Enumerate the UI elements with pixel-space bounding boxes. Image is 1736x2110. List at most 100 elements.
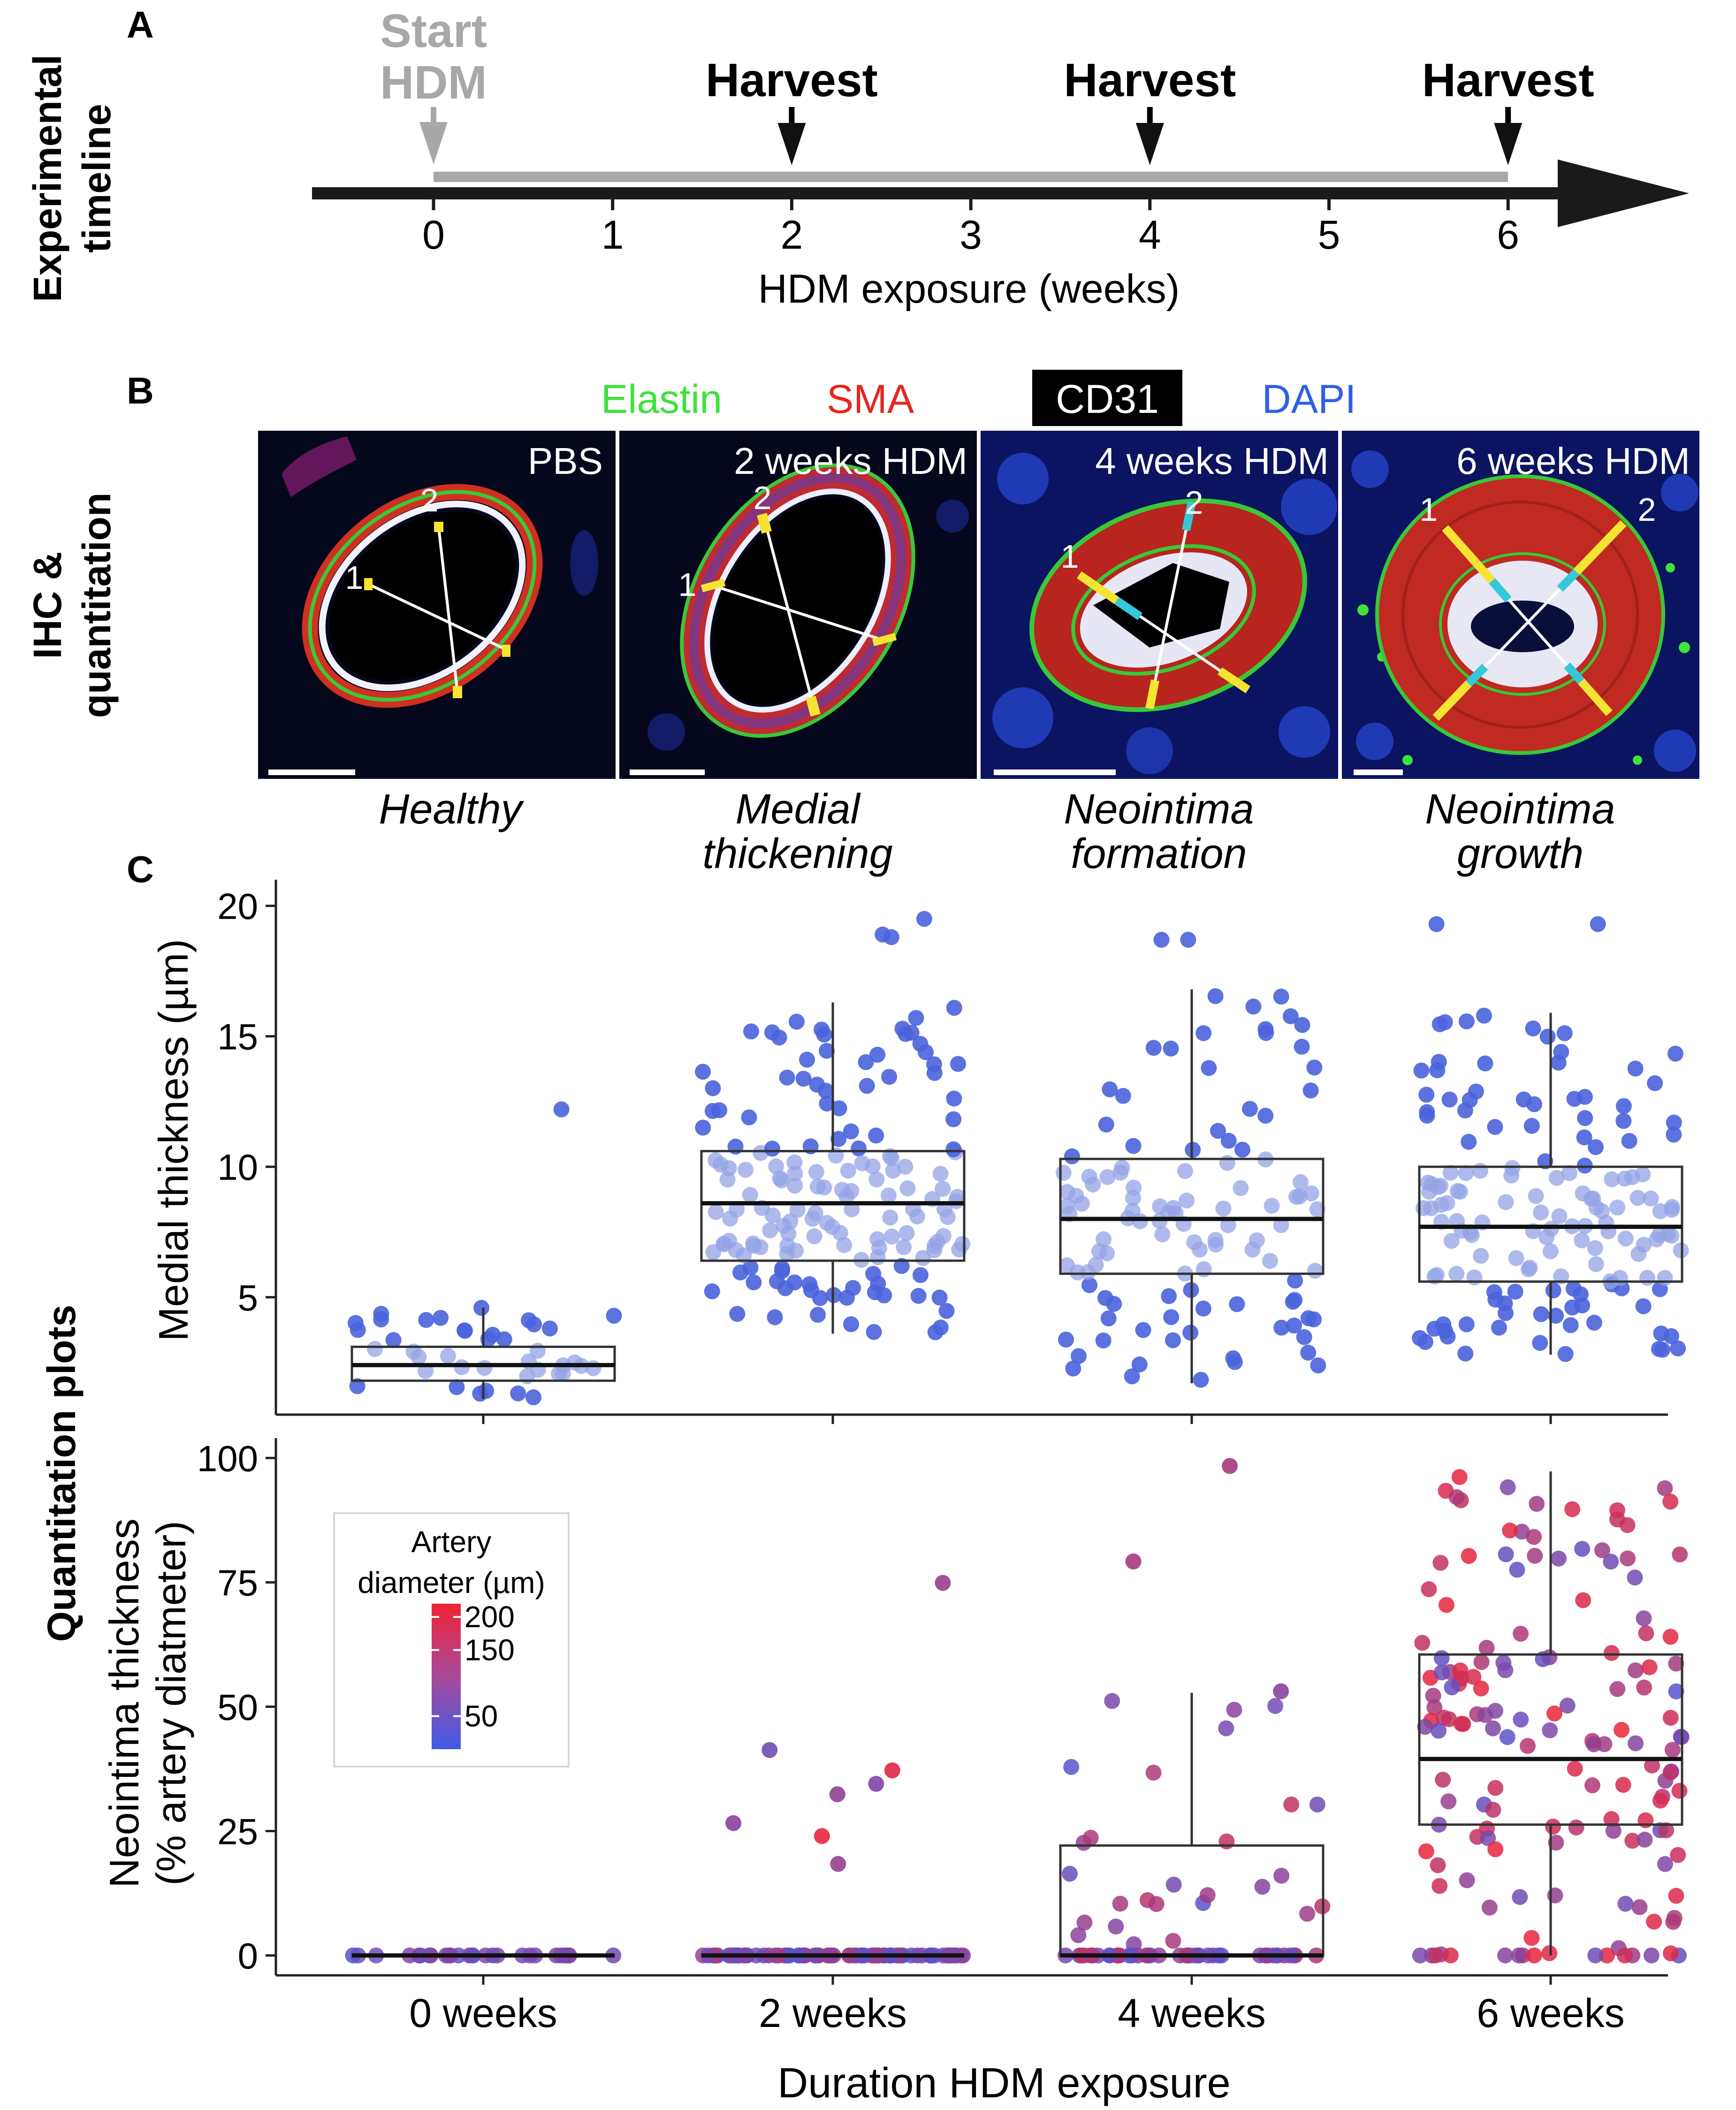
data-point (1654, 1341, 1671, 1358)
data-point (1670, 1340, 1686, 1356)
data-point (912, 1267, 929, 1283)
neointima-thickness-plot: 0 25 50 75 100 0 weeks 2 weeks 4 weeks 6 weeks (197, 1438, 1690, 2036)
timeline-harvest-label: Harvest (1064, 54, 1236, 107)
row-label-ihc-line1: IHC & (25, 552, 69, 659)
plot2-ylabel-line1: Neointima thickness (101, 1518, 147, 1888)
data-point (1096, 1231, 1112, 1248)
data-point (786, 1154, 803, 1171)
data-point (799, 1051, 815, 1068)
data-point (1550, 1550, 1567, 1567)
data-point (1529, 1496, 1545, 1512)
box-0-weeks (350, 1308, 616, 1399)
data-point (1218, 1720, 1234, 1737)
data-point (606, 1308, 622, 1324)
y-tick-label: 15 (217, 1016, 258, 1058)
data-point (1587, 1947, 1604, 1964)
row-label-timeline-line2: timeline (75, 104, 119, 252)
data-point (927, 1324, 944, 1341)
data-point (1449, 1183, 1466, 1199)
data-point (704, 1283, 720, 1300)
data-point (810, 1307, 826, 1323)
data-point (1502, 1522, 1518, 1539)
data-point (762, 1222, 778, 1239)
data-point (1435, 1709, 1452, 1726)
data-point (1299, 1905, 1316, 1922)
data-point (746, 1274, 762, 1291)
data-point (1063, 1759, 1080, 1775)
timeline-start-line2: HDM (380, 56, 487, 109)
data-point (858, 1054, 874, 1070)
data-point (1132, 1213, 1148, 1229)
micrograph-row: PBS 1 2 2 weeks HDM 1 2 (258, 431, 1699, 779)
data-point (1671, 1782, 1688, 1799)
box-6-weeks (1418, 1013, 1683, 1355)
data-point (1300, 1344, 1317, 1361)
micrograph-label-6weeks: 6 weeks HDM (1456, 440, 1690, 482)
medial-thickness-plot: 5 10 15 20 (217, 880, 1689, 1424)
data-point (1193, 1371, 1209, 1388)
row-label-timeline-line1: Experimental (25, 54, 69, 302)
data-point (1282, 1008, 1299, 1024)
outlier-point (1222, 1458, 1238, 1474)
data-point (945, 1111, 962, 1127)
data-point (1662, 1764, 1679, 1781)
data-point (695, 1064, 711, 1080)
caption-6weeks-line1: Neointima (1425, 786, 1615, 833)
data-point (909, 1208, 925, 1225)
data-point (385, 1332, 402, 1348)
measure-1-6weeks: 1 (1420, 491, 1438, 528)
data-point (1548, 1835, 1564, 1851)
data-point (1497, 1947, 1514, 1964)
data-point (418, 1312, 434, 1328)
data-point (1643, 1190, 1659, 1207)
measure-1-4weeks: 1 (1061, 538, 1079, 575)
data-point (1421, 1581, 1437, 1598)
data-point (1448, 1489, 1465, 1505)
data-point (1619, 1517, 1636, 1533)
data-point (1473, 1654, 1490, 1670)
data-point (954, 1236, 971, 1252)
data-point (918, 1044, 934, 1060)
outlier-point (883, 929, 899, 945)
data-point (1523, 1930, 1540, 1946)
data-point (738, 1162, 754, 1178)
data-point (1635, 1166, 1651, 1182)
data-point (896, 1239, 912, 1256)
data-point (1273, 989, 1289, 1005)
y-tick-label: 25 (217, 1811, 258, 1852)
data-point (1220, 1217, 1236, 1234)
data-point (946, 1090, 962, 1107)
data-point (795, 1071, 812, 1087)
data-point (1294, 1017, 1310, 1033)
data-point (935, 1181, 951, 1197)
data-point (1442, 1947, 1459, 1964)
data-point (851, 1140, 867, 1157)
data-point (949, 1188, 966, 1205)
data-point (1100, 1310, 1117, 1326)
micrograph-6weeks: 6 weeks HDM 1 2 (1342, 431, 1699, 779)
data-point (1603, 1811, 1620, 1828)
timeline-xlabel: HDM exposure (weeks) (758, 267, 1180, 312)
x-tick-label: 2 weeks (759, 1991, 907, 2036)
data-point (722, 1211, 739, 1227)
y-tick-label: 50 (217, 1687, 258, 1728)
data-point (1546, 1705, 1563, 1722)
data-point (1604, 1171, 1620, 1188)
measure-1-pbs: 1 (345, 559, 364, 596)
stain-cd31-box (1032, 370, 1182, 426)
data-point (787, 1165, 803, 1182)
timeline-harvest-arrow (777, 123, 806, 165)
data-point (1412, 1947, 1428, 1964)
data-point (1616, 1170, 1633, 1187)
timeline-start-line1: Start (380, 5, 487, 57)
data-point (1500, 1479, 1516, 1495)
data-point (1559, 1698, 1576, 1714)
data-point (1233, 1180, 1249, 1196)
data-point (1609, 1502, 1625, 1518)
data-point (1584, 1777, 1600, 1794)
data-point (1551, 1208, 1568, 1225)
panel-label-a: A (127, 4, 154, 46)
data-point (1195, 1300, 1211, 1317)
